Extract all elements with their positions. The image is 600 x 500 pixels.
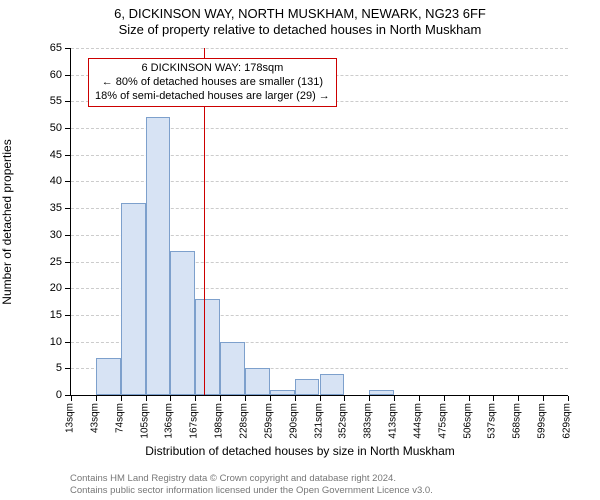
x-tick [220,396,221,401]
x-tick [493,396,494,401]
footer-line1: Contains HM Land Registry data © Crown c… [70,473,433,484]
annotation-line2: ← 80% of detached houses are smaller (13… [95,76,330,90]
x-tick-label: 568sqm [512,403,523,439]
histogram-bar [195,299,220,395]
histogram-bar [96,358,121,395]
x-tick [270,396,271,401]
x-tick [195,396,196,401]
histogram-bar [295,379,320,395]
y-tick-label: 65 [38,42,62,54]
y-tick-label: 55 [38,95,62,107]
x-tick-label: 444sqm [412,403,423,439]
y-tick [65,75,70,76]
y-tick [65,48,70,49]
y-tick [65,368,70,369]
y-tick [65,155,70,156]
y-tick [65,315,70,316]
histogram-bar [146,117,171,395]
gridline [71,48,568,49]
x-tick-label: 352sqm [338,403,349,439]
x-tick-label: 383sqm [363,403,374,439]
footer-attribution: Contains HM Land Registry data © Crown c… [70,473,433,496]
histogram-bar [245,368,270,395]
y-tick-label: 0 [38,389,62,401]
y-tick-label: 10 [38,336,62,348]
x-tick-label: 198sqm [214,403,225,439]
x-tick-label: 167sqm [189,403,200,439]
chart-title-main: 6, DICKINSON WAY, NORTH MUSKHAM, NEWARK,… [0,0,600,21]
y-tick [65,342,70,343]
annotation-line1: 6 DICKINSON WAY: 178sqm [95,62,330,76]
x-tick [121,396,122,401]
x-tick [419,396,420,401]
x-tick-label: 13sqm [65,403,76,433]
x-tick-label: 290sqm [288,403,299,439]
chart-title-sub: Size of property relative to detached ho… [0,21,600,37]
x-tick [543,396,544,401]
y-tick-label: 20 [38,282,62,294]
histogram-bar [220,342,245,395]
x-tick [394,396,395,401]
annotation-box: 6 DICKINSON WAY: 178sqm ← 80% of detache… [88,58,337,107]
x-tick-label: 599sqm [537,403,548,439]
histogram-bar [121,203,146,395]
x-axis-label: Distribution of detached houses by size … [0,444,600,458]
x-tick-label: 74sqm [114,403,125,433]
x-tick [344,396,345,401]
histogram-bar [320,374,345,395]
y-tick [65,181,70,182]
x-tick [320,396,321,401]
chart-container: 6, DICKINSON WAY, NORTH MUSKHAM, NEWARK,… [0,0,600,500]
y-tick-label: 30 [38,229,62,241]
y-axis-label: Number of detached properties [0,139,14,304]
y-tick [65,235,70,236]
y-tick-label: 5 [38,362,62,374]
y-tick-label: 40 [38,175,62,187]
x-tick [444,396,445,401]
y-tick-label: 45 [38,149,62,161]
x-tick-label: 228sqm [238,403,249,439]
y-tick-label: 35 [38,202,62,214]
x-tick [518,396,519,401]
x-tick [469,396,470,401]
histogram-bar [270,390,295,395]
histogram-bar [170,251,195,395]
x-tick [170,396,171,401]
annotation-line3: 18% of semi-detached houses are larger (… [95,90,330,104]
y-tick [65,288,70,289]
footer-line2: Contains public sector information licen… [70,485,433,496]
x-tick [71,396,72,401]
x-tick [568,396,569,401]
x-tick-label: 629sqm [562,403,573,439]
y-tick-label: 60 [38,69,62,81]
y-tick [65,128,70,129]
y-tick-label: 15 [38,309,62,321]
x-tick-label: 413sqm [388,403,399,439]
chart-plot-area: 05101520253035404550556065 13sqm43sqm74s… [70,48,568,396]
x-tick-label: 506sqm [462,403,473,439]
x-tick-label: 259sqm [263,403,274,439]
y-tick [65,262,70,263]
x-tick [245,396,246,401]
x-tick-label: 475sqm [437,403,448,439]
y-tick [65,395,70,396]
x-tick [369,396,370,401]
x-tick-label: 136sqm [164,403,175,439]
y-tick [65,101,70,102]
histogram-bar [369,390,394,395]
y-tick [65,208,70,209]
x-tick [96,396,97,401]
y-tick-label: 50 [38,122,62,134]
x-tick-label: 321sqm [313,403,324,439]
x-tick-label: 537sqm [487,403,498,439]
x-tick [146,396,147,401]
x-tick-label: 105sqm [139,403,150,439]
x-tick [295,396,296,401]
x-tick-label: 43sqm [89,403,100,433]
y-tick-label: 25 [38,256,62,268]
